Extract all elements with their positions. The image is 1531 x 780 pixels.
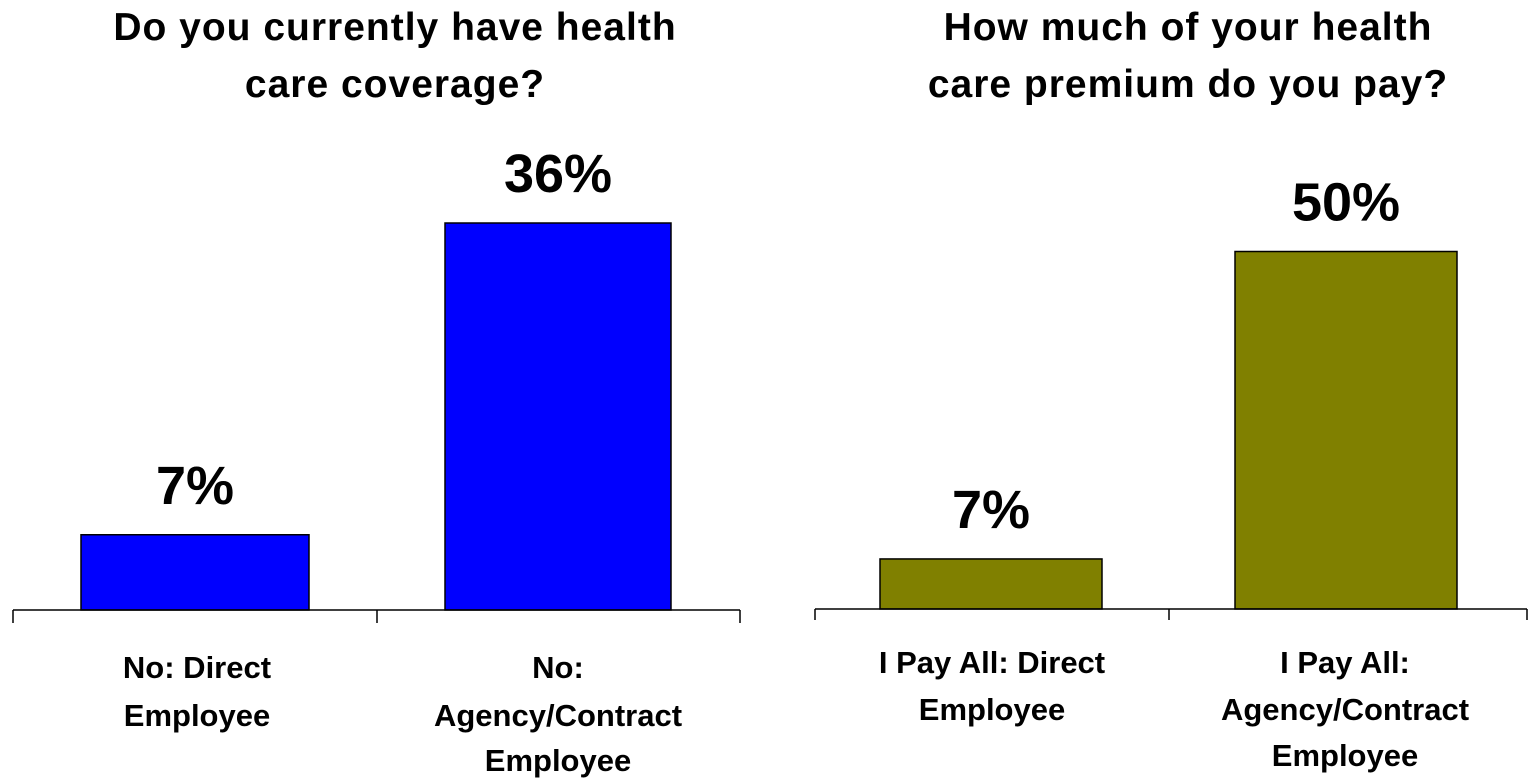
coverage-category-label-direct-employee-line-2: Employee: [124, 698, 270, 733]
premium-x-axis: [814, 608, 1528, 620]
premium-category-label-agency-line-3: Employee: [1272, 738, 1418, 773]
coverage-bar-direct-employee: [80, 534, 310, 611]
coverage-category-label-agency-line-1: No:: [532, 650, 584, 685]
coverage-x-axis: [12, 609, 741, 623]
coverage-category-label-agency-line-2: Agency/Contract: [434, 698, 682, 733]
coverage-value-label-agency-contract-employee: 36%: [504, 144, 612, 204]
chart-premium: How much of your health care premium do …: [814, 6, 1528, 773]
premium-bar-agency-contract-employee: [1234, 250, 1458, 610]
coverage-category-label-agency-line-3: Employee: [485, 743, 631, 778]
premium-value-label-direct-employee: 7%: [952, 480, 1030, 540]
chart-coverage-title-line-2: care coverage?: [245, 63, 545, 106]
premium-category-label-agency-line-1: I Pay All:: [1280, 645, 1410, 680]
premium-bar-direct-employee: [879, 558, 1103, 610]
coverage-category-label-direct-employee-line-1: No: Direct: [123, 650, 271, 685]
coverage-bar-agency-contract-employee: [444, 222, 672, 611]
premium-category-label-agency-line-2: Agency/Contract: [1221, 692, 1469, 727]
premium-category-label-direct-employee-line-1: I Pay All: Direct: [879, 645, 1105, 680]
premium-category-label-direct-employee-line-2: Employee: [919, 692, 1065, 727]
chart-coverage: Do you currently have health care covera…: [12, 6, 741, 778]
coverage-value-label-direct-employee: 7%: [156, 456, 234, 516]
chart-premium-title-line-1: How much of your health: [944, 6, 1433, 49]
chart-premium-title-line-2: care premium do you pay?: [928, 63, 1448, 106]
chart-coverage-title-line-1: Do you currently have health: [113, 6, 676, 49]
premium-value-label-agency-contract-employee: 50%: [1292, 173, 1400, 233]
